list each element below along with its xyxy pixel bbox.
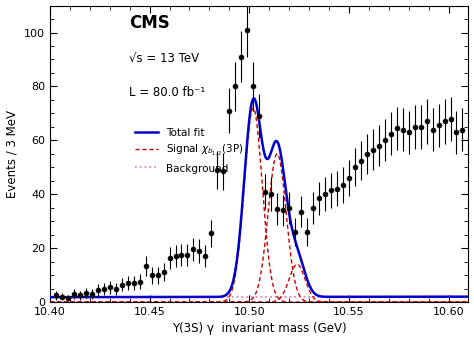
- Text: L = 80.0 fb⁻¹: L = 80.0 fb⁻¹: [129, 86, 206, 99]
- Legend: Total fit, Signal $\chi_{b_{1,2}}$(3P), Background: Total fit, Signal $\chi_{b_{1,2}}$(3P), …: [130, 123, 247, 178]
- Text: CMS: CMS: [129, 14, 170, 32]
- Y-axis label: Events / 3 MeV: Events / 3 MeV: [6, 110, 18, 198]
- X-axis label: Υ(3S) γ  invariant mass (GeV): Υ(3S) γ invariant mass (GeV): [172, 323, 346, 336]
- Text: √s = 13 TeV: √s = 13 TeV: [129, 53, 200, 66]
